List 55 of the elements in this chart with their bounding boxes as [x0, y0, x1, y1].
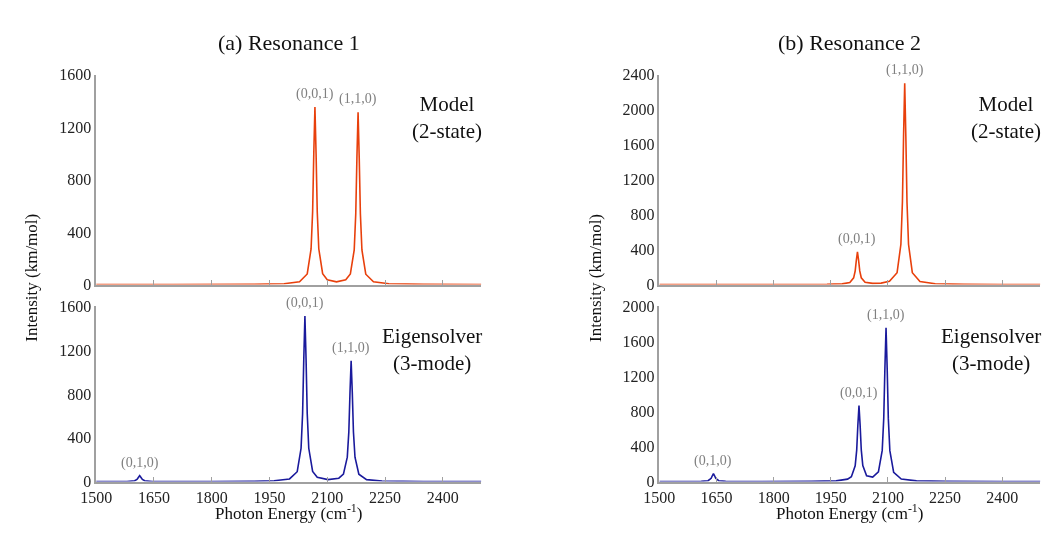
- y-tick-label: 0: [83, 473, 92, 491]
- annotation: (0,0,1): [840, 385, 878, 401]
- y-tick-label: 0: [646, 276, 655, 294]
- y-tick-label: 1600: [622, 136, 655, 154]
- x-tick-label: 1800: [195, 488, 228, 506]
- y-tick-label: 800: [67, 385, 92, 403]
- y-tick-label: 2000: [622, 297, 655, 315]
- annotation: Eigensolver (3-mode): [941, 324, 1042, 376]
- x-tick-label: 2250: [369, 488, 402, 506]
- annotation: (1,1,0): [867, 307, 905, 323]
- x-tick-label: 1500: [80, 488, 113, 506]
- x-tick-label: 1650: [700, 488, 733, 506]
- y-tick-label: 800: [630, 403, 655, 421]
- y-tick-label: 1200: [59, 118, 92, 136]
- annotation: (0,1,0): [121, 455, 159, 471]
- chart-title: (a) Resonance 1: [218, 30, 360, 55]
- y-tick-label: 400: [67, 429, 92, 447]
- x-tick-label: 2400: [426, 488, 459, 506]
- y-tick-label: 1200: [622, 368, 655, 386]
- annotation: (1,1,0): [339, 91, 377, 107]
- y-tick-label: 800: [67, 171, 92, 189]
- y-tick-label: 1600: [59, 297, 92, 315]
- annotation: (1,1,0): [332, 340, 370, 356]
- y-axis-title: Intensity (km/mol): [22, 213, 42, 342]
- x-tick-label: 2100: [871, 488, 904, 506]
- y-tick-label: 1600: [59, 66, 92, 84]
- y-tick-label: 0: [83, 276, 92, 294]
- chart-title: (b) Resonance 2: [778, 30, 921, 55]
- annotation: (0,0,1): [286, 295, 324, 311]
- y-tick-label: 400: [67, 223, 92, 241]
- y-tick-label: 1600: [622, 332, 655, 350]
- x-tick-label: 2400: [986, 488, 1019, 506]
- annotation: (0,0,1): [838, 231, 876, 247]
- x-tick-label: 1950: [814, 488, 847, 506]
- x-tick-label: 2250: [929, 488, 962, 506]
- y-tick-label: 0: [646, 473, 655, 491]
- x-tick-label: 1800: [757, 488, 790, 506]
- annotation: (1,1,0): [886, 62, 924, 78]
- annotation: (0,0,1): [296, 86, 334, 102]
- y-tick-label: 400: [630, 241, 655, 259]
- annotation: Model (2-state): [412, 92, 482, 144]
- annotation: Model (2-state): [971, 92, 1041, 144]
- y-tick-label: 1200: [59, 341, 92, 359]
- y-tick-label: 400: [630, 438, 655, 456]
- x-tick-label: 1500: [643, 488, 676, 506]
- x-tick-label: 2100: [311, 488, 344, 506]
- annotation: Eigensolver (3-mode): [382, 324, 483, 376]
- x-tick-label: 1950: [253, 488, 286, 506]
- y-tick-label: 2000: [622, 101, 655, 119]
- y-tick-label: 1200: [622, 171, 655, 189]
- x-tick-label: 1650: [137, 488, 170, 506]
- y-tick-label: 800: [630, 206, 655, 224]
- y-tick-label: 2400: [622, 66, 655, 84]
- annotation: (0,1,0): [694, 453, 732, 469]
- y-axis-title: Intensity (km/mol): [585, 213, 605, 342]
